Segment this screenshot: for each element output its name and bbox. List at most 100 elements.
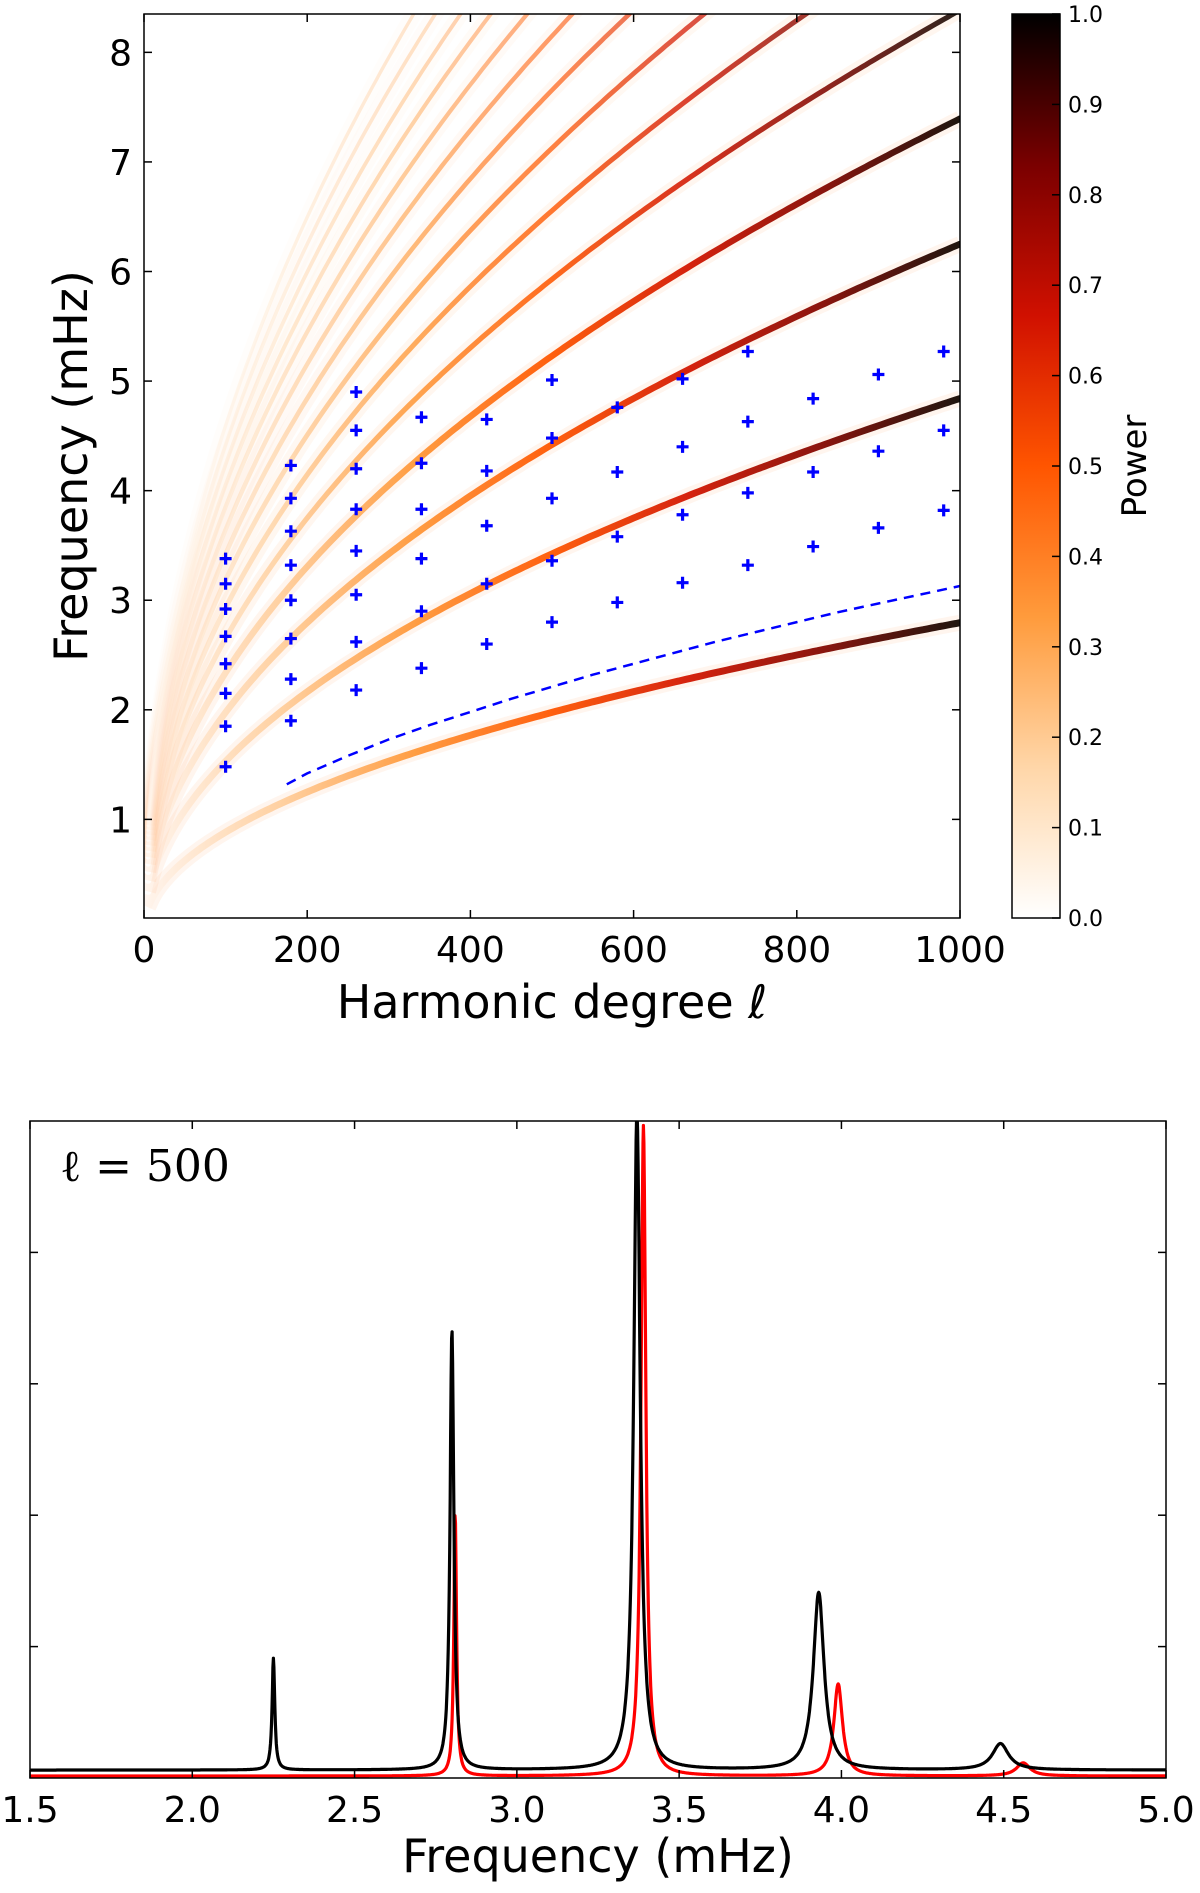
plus-marker	[480, 577, 493, 590]
plus-marker	[350, 503, 363, 516]
colorbar-tick-label: 0.8	[1068, 184, 1103, 209]
plus-marker	[284, 559, 297, 572]
plus-marker	[219, 657, 232, 670]
plus-marker	[741, 486, 754, 499]
colorbar-tick-label: 1.0	[1068, 3, 1103, 28]
plus-marker	[415, 662, 428, 675]
colorbar-tick-label: 0.1	[1068, 817, 1103, 842]
plus-marker	[741, 559, 754, 572]
plus-marker	[937, 504, 950, 517]
heatmap-xlabel: Harmonic degree ℓ	[337, 975, 768, 1029]
plus-marker	[350, 588, 363, 601]
colorbar-tick-label: 0.5	[1068, 455, 1103, 480]
ridge-halo-n6	[144, 14, 717, 852]
plus-marker	[415, 552, 428, 565]
y-tick-label: 3	[109, 581, 132, 622]
colorbar-tick-label: 0.9	[1068, 93, 1103, 118]
spectrum-panel: 1.5 2.0 2.5 3.0 3.5 4.0 4.5 5.0 ℓ = 500 Frequen…	[1, 1120, 1195, 1883]
ridge-n4	[145, 14, 959, 867]
plus-marker	[219, 720, 232, 733]
colorbar-tick-label: 0.4	[1068, 545, 1103, 570]
ridge-n5	[145, 14, 811, 860]
colorbar-ticks: 0.0 0.1 0.2 0.3 0.4 0.5 0.6 0.7 0.8 0.9 1.0	[1052, 3, 1103, 932]
heatmap-ticks: 0 200 400 600 800 1000 1 2 3 4 5 6 7 8	[109, 14, 1006, 971]
ridge-halo-n2	[144, 236, 960, 883]
ridge-n2	[144, 240, 960, 884]
plus-marker	[741, 345, 754, 358]
plus-marker	[350, 684, 363, 697]
x-tick-label: 5.0	[1137, 1790, 1194, 1831]
heatmap-panel: 0 200 400 600 800 1000 1 2 3 4 5 6 7 8 Harmonic degre…	[44, 13, 1006, 1029]
ridge-halo-n10	[144, 14, 501, 831]
plus-marker	[284, 492, 297, 505]
plus-marker	[480, 519, 493, 532]
plus-marker	[546, 492, 558, 505]
ridge-halo-n4	[144, 14, 960, 866]
heatmap-frame	[143, 13, 961, 919]
colorbar-tick-label: 0.3	[1068, 636, 1103, 661]
plus-marker	[807, 392, 820, 405]
ridge-halo-n3	[144, 111, 960, 874]
marker-layer	[219, 345, 950, 773]
ridge-halo-n8	[144, 14, 584, 841]
ridge-n3	[144, 115, 960, 875]
spectrum-xlabel: Frequency (mHz)	[402, 1829, 794, 1883]
plus-marker	[415, 411, 428, 424]
lower-bound-dashed-line	[286, 584, 960, 786]
x-tick-label: 0	[133, 930, 156, 971]
plus-marker	[415, 457, 428, 470]
ridge-n10	[146, 14, 494, 832]
colorbar-tick-label: 0.6	[1068, 365, 1103, 390]
y-tick-label: 2	[109, 691, 132, 732]
spectrum-series-red	[30, 1123, 1166, 1778]
plus-marker	[480, 638, 493, 651]
heatmap-ylabel: Frequency (mHz)	[44, 270, 98, 662]
ell-annotation: ℓ = 500	[60, 1141, 230, 1192]
ridge-n9	[146, 14, 531, 837]
plus-marker	[676, 372, 689, 385]
plus-marker	[284, 673, 297, 686]
plus-marker	[284, 714, 297, 727]
plus-marker	[415, 605, 428, 618]
y-tick-label: 6	[109, 253, 132, 294]
plus-marker	[937, 345, 950, 358]
plus-marker	[480, 464, 493, 477]
plus-marker	[807, 540, 820, 553]
plus-marker	[219, 760, 232, 773]
x-tick-label: 1000	[914, 930, 1006, 971]
ridge-n1	[144, 395, 960, 895]
x-tick-label: 800	[762, 930, 831, 971]
ridge-halo-n9	[144, 14, 538, 836]
ridge-layer	[144, 14, 960, 911]
spectrum-frame	[29, 1120, 1167, 1779]
ridge-n13	[146, 14, 416, 819]
ridge-halo-n0	[144, 614, 960, 911]
plus-marker	[284, 594, 297, 607]
x-tick-label: 3.0	[488, 1790, 545, 1831]
plus-marker	[676, 440, 689, 453]
ridge-halo-n11	[144, 14, 471, 826]
ridge-n8	[145, 14, 576, 842]
plus-marker	[219, 552, 232, 565]
plus-marker	[872, 521, 885, 534]
plus-marker	[611, 530, 624, 543]
colorbar-tick-label: 0.0	[1068, 907, 1103, 932]
y-tick-label: 1	[109, 800, 132, 841]
x-tick-label: 1.5	[1, 1790, 58, 1831]
plus-marker	[350, 424, 363, 437]
ridge-n6	[145, 14, 708, 854]
spectrum-ticks: 1.5 2.0 2.5 3.0 3.5 4.0 4.5 5.0	[1, 1121, 1195, 1831]
x-tick-label: 4.5	[975, 1790, 1032, 1831]
y-tick-label: 4	[109, 472, 132, 513]
ridge-halo-n7	[144, 14, 642, 847]
colorbar-label: Power	[1115, 415, 1155, 518]
plus-marker	[807, 466, 820, 479]
ridge-n7	[145, 14, 633, 848]
plus-marker	[350, 386, 363, 399]
x-tick-label: 3.5	[651, 1790, 708, 1831]
plus-marker	[219, 602, 232, 615]
plus-marker	[350, 635, 363, 648]
plus-marker	[219, 687, 232, 700]
plus-marker	[219, 630, 232, 643]
spectrum-lines	[30, 1121, 1166, 1778]
